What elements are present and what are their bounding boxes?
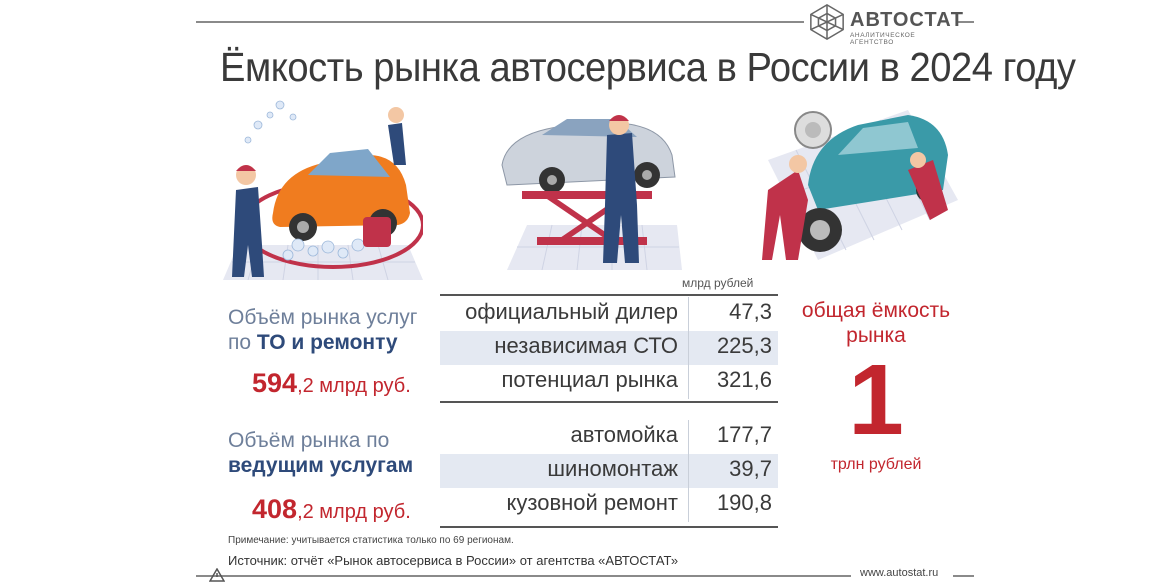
row-value: 321,6 <box>716 367 772 392</box>
car-lift-illustration <box>497 105 682 270</box>
total-caption: общая ёмкость рынка <box>801 299 951 347</box>
block-2-label: Объём рынка по ведущим услугам <box>228 428 413 478</box>
block-2-total-big: 408 <box>252 494 298 524</box>
tire-service-illustration <box>758 100 963 270</box>
frame-top-line <box>196 21 804 23</box>
row-name: потенциал рынка <box>501 367 679 392</box>
row-value: 47,3 <box>729 299 772 324</box>
row-value: 190,8 <box>716 490 772 515</box>
block-1-label: Объём рынка услуг по ТО и ремонту <box>228 305 417 355</box>
row-value: 177,7 <box>716 422 772 447</box>
block-1-label-line1: Объём рынка услуг <box>228 306 418 329</box>
autostat-logo-icon <box>810 4 844 40</box>
block-2-total-rest: ,2 млрд руб. <box>297 501 411 523</box>
block-1-total-rest: ,2 млрд руб. <box>297 375 411 397</box>
warning-triangle-icon <box>209 568 225 582</box>
note-text: Примечание: учитывается статистика тольк… <box>228 535 514 546</box>
block-2-bottom-line <box>440 526 778 528</box>
unit-label: млрд рублей <box>682 276 754 290</box>
total-unit: трлн рублей <box>830 456 922 473</box>
logo-subtitle: АНАЛИТИЧЕСКОЕ АГЕНТСТВО <box>850 32 916 46</box>
block-2-label-line1: Объём рынка по <box>228 429 390 452</box>
row-name: независимая СТО <box>494 333 678 358</box>
row-name: официальный дилер <box>465 299 678 324</box>
table-row: независимая СТО 225,3 <box>440 331 778 365</box>
logo-name: АВТОСТАТ <box>850 9 964 31</box>
table-row: потенциал рынка 321,6 <box>440 365 778 399</box>
total-value: 1 <box>848 344 904 456</box>
row-name: автомойка <box>570 422 679 447</box>
frame-bottom-line <box>196 575 851 577</box>
table-row: автомойка 177,7 <box>440 420 778 454</box>
page-title: Ёмкость рынка автосервиса в России в 202… <box>220 44 1076 90</box>
row-name: шиномонтаж <box>547 456 678 481</box>
source-text: Источник: отчёт «Рынок автосервиса в Рос… <box>228 553 679 568</box>
block-1-total: 594,2 млрд руб. <box>252 368 411 399</box>
car-wash-illustration <box>218 95 423 280</box>
table-row: кузовной ремонт 190,8 <box>440 488 778 522</box>
site-link[interactable]: www.autostat.ru <box>860 567 939 579</box>
block-1-bottom-line <box>440 401 778 403</box>
block-2-label-line2: ведущим услугам <box>228 454 414 477</box>
block-1-total-big: 594 <box>252 368 298 398</box>
frame-bottom-line-right <box>953 575 974 577</box>
block-1-table: официальный дилер 47,3 независимая СТО 2… <box>440 297 778 399</box>
block-2-table: автомойка 177,7 шиномонтаж 39,7 кузовной… <box>440 420 778 522</box>
row-name: кузовной ремонт <box>506 490 678 515</box>
row-value: 39,7 <box>729 456 772 481</box>
frame-top-line-right <box>958 21 974 23</box>
block-1-top-line <box>440 294 778 296</box>
autostat-logo: АВТОСТАТ АНАЛИТИЧЕСКОЕ АГЕНТСТВО <box>808 3 963 46</box>
block-1-label-line2: по ТО и ремонту <box>228 331 398 354</box>
row-value: 225,3 <box>716 333 772 358</box>
table-row: шиномонтаж 39,7 <box>440 454 778 488</box>
block-2-total: 408,2 млрд руб. <box>252 494 411 525</box>
table-row: официальный дилер 47,3 <box>440 297 778 331</box>
